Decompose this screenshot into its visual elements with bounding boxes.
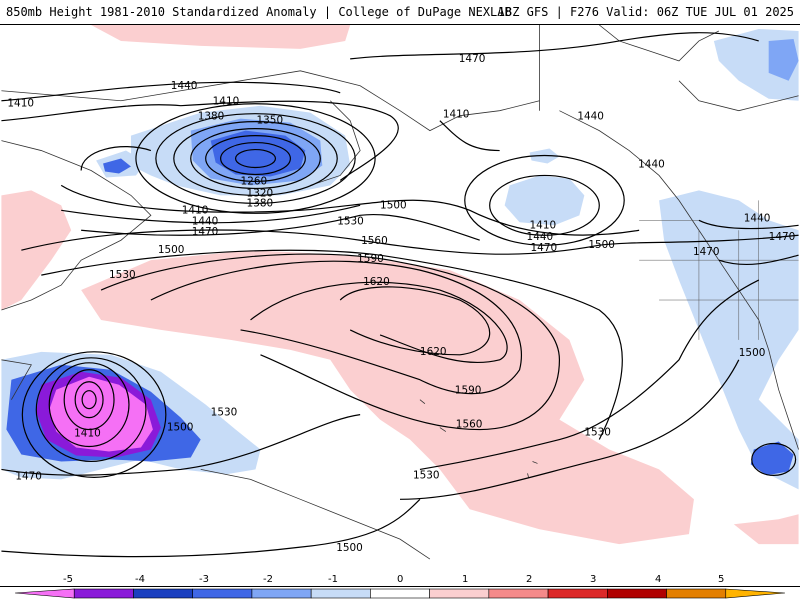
map-title: 850mb Height 1981-2010 Standardized Anom… <box>6 5 512 19</box>
colorbar-swatch <box>666 588 727 599</box>
colorbar-tick-label: 3 <box>590 574 597 585</box>
colorbar-swatch <box>547 588 608 599</box>
contour-label: 1530 <box>211 407 238 419</box>
contour-label: 1410 <box>182 204 209 216</box>
contour-label: 1590 <box>455 385 482 397</box>
map-panel: 1470 1440 1410 1410 1380 1350 1260 1320 … <box>0 24 800 587</box>
contour-label: 1530 <box>109 269 136 281</box>
colorbar-swatch <box>192 588 253 599</box>
colorbar-tick-label: -2 <box>263 574 273 585</box>
contour-label: 1380 <box>247 197 274 209</box>
contour-label: 1470 <box>531 242 558 254</box>
positive-anomaly-west <box>1 190 72 310</box>
colorbar-swatch <box>133 588 193 599</box>
height-contours <box>1 32 799 558</box>
contour-label: 1320 <box>247 187 274 199</box>
contour-label: 1440 <box>744 212 771 224</box>
contour-label: 1410 <box>530 219 557 231</box>
contour-label: 1620 <box>420 346 447 358</box>
contour-label: 1470 <box>15 470 42 482</box>
contour-label: 1440 <box>577 111 604 123</box>
contour-label: 1500 <box>588 239 615 251</box>
contour-label: 1440 <box>638 158 665 170</box>
colorbar-ticks: -5 -4 -3 -2 -1 0 1 2 3 4 5 <box>0 574 800 588</box>
contour-label: 1380 <box>198 111 225 123</box>
contour-label: 1500 <box>739 347 766 359</box>
contour-label: 1470 <box>459 53 486 65</box>
colorbar: -5 <box>14 588 786 599</box>
negative-anomaly-aleutian-west-core <box>103 158 131 174</box>
contour-label: 1620 <box>363 276 390 288</box>
colorbar-tick-label: -1 <box>328 574 338 585</box>
contour-label: 1470 <box>192 226 219 238</box>
contour-label: 1410 <box>213 96 240 108</box>
negative-anomaly-aleutian-core <box>210 130 306 177</box>
contour-label: 1560 <box>361 235 388 247</box>
contour-label: 1500 <box>158 244 185 256</box>
positive-anomaly-east-small <box>733 514 799 545</box>
negative-anomaly-southeast-core <box>750 441 794 476</box>
colorbar-tick-label: 2 <box>526 574 533 585</box>
contour-label: 1410 <box>443 109 470 121</box>
anomaly-shading <box>1 25 799 545</box>
colorbar-swatch <box>73 588 134 599</box>
contour-label: 1530 <box>337 215 364 227</box>
model-run-info: 18Z GFS | F276 Valid: 06Z TUE JUL 01 202… <box>497 5 794 19</box>
colorbar-swatch <box>251 588 312 599</box>
colorbar-swatch <box>725 588 786 599</box>
colorbar-tick-label: -4 <box>135 574 145 585</box>
colorbar-swatch <box>488 588 549 599</box>
colorbar-tick-label: -5 <box>63 574 73 585</box>
contour-label: 1560 <box>456 419 483 431</box>
colorbar-swatch <box>607 588 667 599</box>
colorbar-swatch <box>370 588 430 599</box>
positive-anomaly-central <box>81 250 694 545</box>
positive-anomaly-north <box>91 25 351 49</box>
contour-label: 1440 <box>527 231 554 243</box>
colorbar-swatch <box>429 588 490 599</box>
contour-label: 1350 <box>257 115 284 127</box>
colorbar-swatch <box>310 588 371 599</box>
contour-label: 1260 <box>241 175 268 187</box>
negative-anomaly-west-coast <box>659 190 799 490</box>
contour-label: 1530 <box>413 469 440 481</box>
contour-label: 1500 <box>380 199 407 211</box>
colorbar-tick-label: 4 <box>655 574 662 585</box>
colorbar-tick-label: -3 <box>199 574 209 585</box>
contour-labels: 1470 1440 1410 1410 1380 1350 1260 1320 … <box>7 53 795 554</box>
contour-label: 1470 <box>693 246 720 258</box>
contour-label: 1440 <box>192 215 219 227</box>
contour-label: 1500 <box>167 422 194 434</box>
contour-label: 1500 <box>336 542 363 554</box>
colorbar-tick-label: 1 <box>462 574 469 585</box>
coastlines <box>1 25 799 560</box>
contour-label: 1530 <box>584 427 611 439</box>
colorbar-swatch <box>14 588 75 599</box>
negative-anomaly-gulf <box>504 175 585 226</box>
negative-anomaly-northeast-core <box>768 38 799 81</box>
contour-label: 1470 <box>769 231 796 243</box>
colorbar-tick-label: 5 <box>718 574 725 585</box>
contour-label: 1440 <box>171 80 198 92</box>
contour-label: 1410 <box>7 98 34 110</box>
colorbar-tick-label: 0 <box>397 574 404 585</box>
colorbar-swatches <box>14 588 786 599</box>
contour-label: 1410 <box>74 428 101 440</box>
contour-label: 1590 <box>357 253 384 265</box>
